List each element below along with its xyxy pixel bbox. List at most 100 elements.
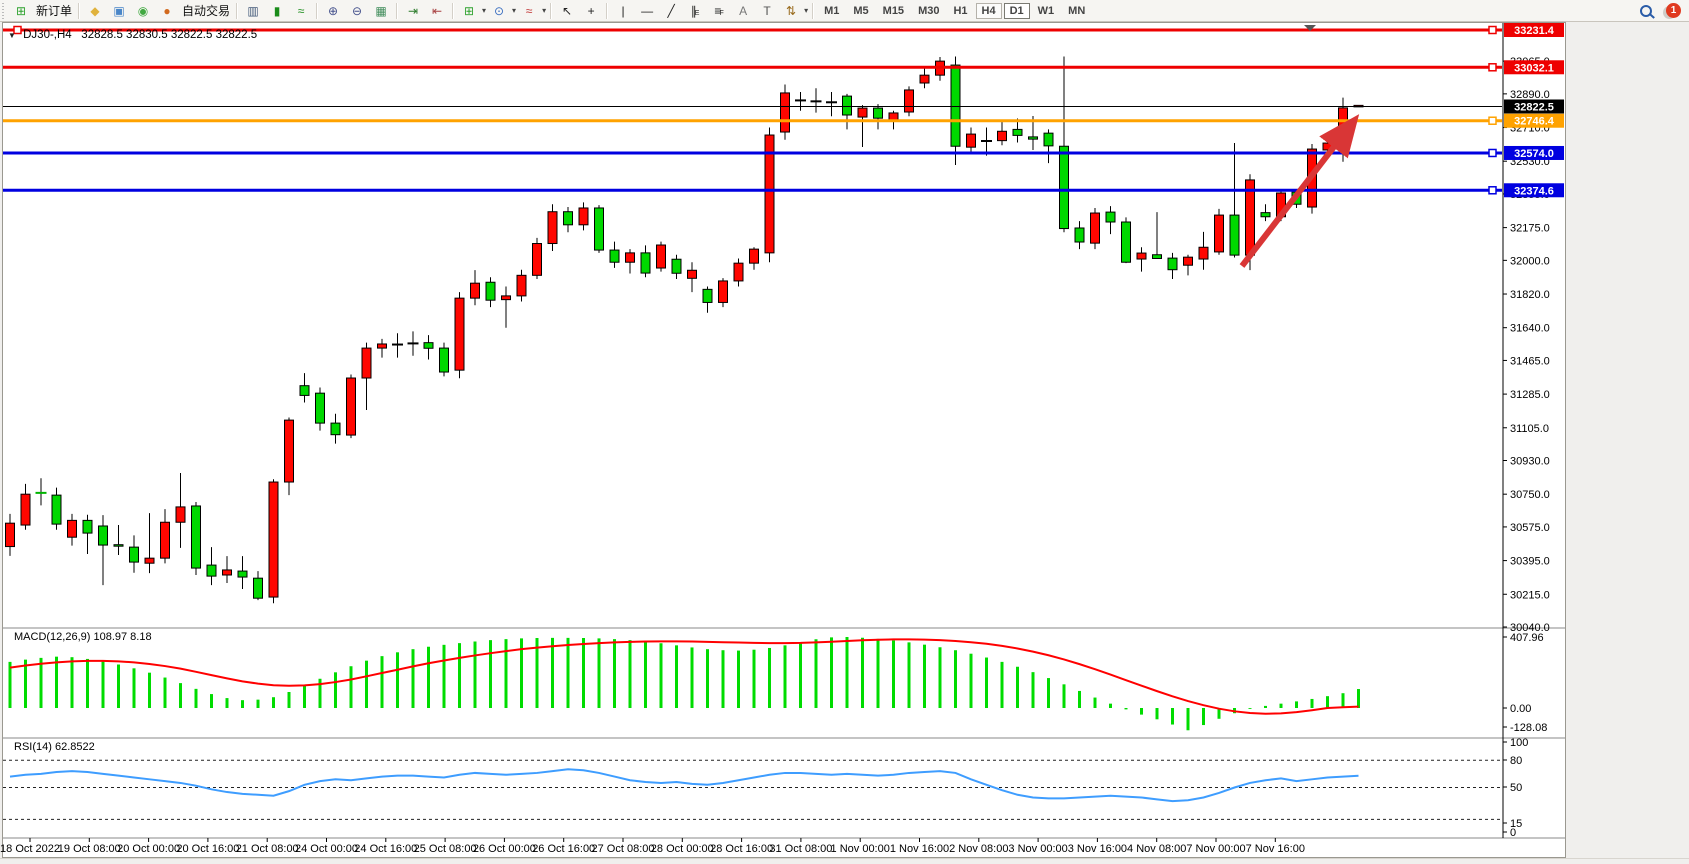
timeframe-w1-button[interactable]: W1 xyxy=(1037,4,1055,17)
price-tick-label: 31105.0 xyxy=(1510,423,1549,435)
arrows-caret[interactable]: ▾ xyxy=(804,6,809,15)
price-tick-label: 32000.0 xyxy=(1510,255,1550,267)
arrows-icon[interactable]: ⇅ xyxy=(786,3,797,18)
time-tick-label: 20 Oct 16:00 xyxy=(176,843,239,855)
tile-windows-icon[interactable]: ▦ xyxy=(375,3,387,18)
macd-indicator-label: MACD(12,26,9) 108.97 8.18 xyxy=(14,631,152,643)
candles-layer xyxy=(5,56,1364,604)
line-chart-icon[interactable]: ≈ xyxy=(297,3,305,18)
line-handle[interactable] xyxy=(1488,116,1497,125)
trendline-icon[interactable]: ╱ xyxy=(667,3,675,18)
autotrading-icon[interactable]: ● xyxy=(163,3,171,18)
candlestick-chart-icon[interactable]: ▮ xyxy=(273,3,281,18)
rsi-indicator-label: RSI(14) 62.8522 xyxy=(14,741,95,753)
chart-title-collapse-icon[interactable]: ▼ xyxy=(8,31,16,40)
toolbar: ⊞ 新订单 ◆ ▣ ◉ ● 自动交易 ▥ ▮ ≈ ⊕ ⊖ ▦ ⇥ ⇤ ⊞ ▾ ⊙ ▾ ≈ ▾ ↖ + | — ╱ ∥ E ≡ F A T ⇅ ▾ M… xyxy=(0,0,1689,22)
price-badge xyxy=(1504,145,1564,160)
timeframe-h1-button[interactable]: H1 xyxy=(953,4,968,17)
chart-shift-icon[interactable]: ⇤ xyxy=(432,3,443,18)
rsi-panel: 100 80 50 150 xyxy=(3,737,1528,839)
rsi-axis-label: 100 xyxy=(1510,737,1528,749)
line-handle[interactable] xyxy=(1488,63,1497,72)
line-handle[interactable] xyxy=(1488,186,1497,195)
price-badge xyxy=(1504,99,1564,114)
terminal-icon[interactable]: ▣ xyxy=(113,3,125,18)
autoscroll-icon[interactable]: ⇥ xyxy=(408,3,419,18)
trend-arrow-object[interactable] xyxy=(1239,114,1360,268)
periods-caret[interactable]: ▾ xyxy=(512,6,517,15)
new-order-label[interactable]: 新订单 xyxy=(36,4,73,18)
rsi-axis-label: 80 xyxy=(1510,755,1522,767)
chart-window[interactable] xyxy=(2,22,1566,858)
chart-title[interactable]: ▼ DJ30-,H4 32828.5 32830.5 32822.5 32822… xyxy=(8,29,257,41)
chart-symbol-timeframe: DJ30-,H4 xyxy=(23,29,72,41)
rsi-axis-label: 50 xyxy=(1510,782,1522,794)
line-handle[interactable] xyxy=(13,25,22,35)
timeframe-m30-button[interactable]: M30 xyxy=(918,4,940,17)
new-order-icon[interactable]: ⊞ xyxy=(15,3,27,18)
signals-icon[interactable]: ◉ xyxy=(137,3,149,18)
line-handle[interactable] xyxy=(1488,148,1497,158)
new-chart-caret[interactable]: ▾ xyxy=(482,6,487,15)
chart-shift-marker[interactable] xyxy=(1304,25,1316,31)
timeframe-d1-button[interactable]: D1 xyxy=(1003,2,1030,19)
timeframe-m15-button[interactable]: M15 xyxy=(882,4,905,17)
price-badge xyxy=(1504,60,1564,75)
history-center-icon[interactable]: ◆ xyxy=(90,3,100,18)
time-tick-label: 28 Oct 00:00 xyxy=(651,843,714,855)
time-tick-label: 31 Oct 08:00 xyxy=(769,843,832,855)
time-tick-label: 25 Oct 08:00 xyxy=(414,843,477,855)
zoom-out-icon[interactable]: ⊖ xyxy=(352,3,363,18)
time-tick-label: 7 Nov 00:00 xyxy=(1186,843,1245,855)
price-badge xyxy=(1504,113,1564,128)
time-tick-label: 1 Nov 16:00 xyxy=(890,843,949,855)
vertical-line-icon[interactable]: | xyxy=(621,3,625,18)
timeframe-m5-button[interactable]: M5 xyxy=(853,4,869,17)
templates-icon[interactable]: ≈ xyxy=(525,3,533,18)
templates-caret[interactable]: ▾ xyxy=(542,6,547,15)
bar-chart-icon[interactable]: ▥ xyxy=(247,3,259,18)
text-label-icon[interactable]: T xyxy=(763,3,771,18)
periods-icon[interactable]: ⊙ xyxy=(494,3,505,18)
toolbar-separator xyxy=(812,2,815,19)
new-chart-icon[interactable]: ⊞ xyxy=(464,3,475,18)
time-tick-label: 4 Nov 08:00 xyxy=(1127,843,1186,855)
cursor-icon[interactable]: ↖ xyxy=(562,3,573,18)
price-badge-label: 32374.6 xyxy=(1514,185,1554,197)
price-tick-label: 31465.0 xyxy=(1510,355,1550,367)
time-tick-label: 3 Nov 00:00 xyxy=(1008,843,1067,855)
macd-axis-label: 0.00 xyxy=(1510,703,1531,715)
price-tick-label: 30215.0 xyxy=(1510,589,1550,601)
price-badge-label: 32746.4 xyxy=(1514,116,1555,128)
rsi-line xyxy=(9,768,1359,803)
time-tick-label: 1 Nov 00:00 xyxy=(831,843,890,855)
time-tick-label: 26 Oct 00:00 xyxy=(473,843,536,855)
toolbar-separator xyxy=(236,2,239,19)
search-icon[interactable] xyxy=(1640,4,1652,17)
macd-signal-line xyxy=(9,638,1359,715)
channel-icon[interactable]: ∥ E xyxy=(690,3,700,18)
timeframe-m1-button[interactable]: M1 xyxy=(824,4,840,17)
price-tick-label: 30040.0 xyxy=(1510,622,1550,634)
macd-axis-label: -128.08 xyxy=(1510,722,1547,734)
line-handle[interactable] xyxy=(1488,25,1497,35)
rsi-axis-label: 0 xyxy=(1510,827,1516,839)
timeframe-mn-button[interactable]: MN xyxy=(1068,4,1086,17)
autotrading-label[interactable]: 自动交易 xyxy=(182,4,231,18)
toolbar-grip[interactable] xyxy=(2,2,7,19)
zoom-in-icon[interactable]: ⊕ xyxy=(328,3,339,18)
price-tick-label: 31820.0 xyxy=(1510,289,1550,301)
text-icon[interactable]: A xyxy=(739,3,748,18)
time-tick-label: 27 Oct 08:00 xyxy=(592,843,655,855)
time-tick-label: 19 Oct 08:00 xyxy=(58,843,121,855)
time-tick-label: 2 Nov 08:00 xyxy=(949,843,1008,855)
toolbar-separator xyxy=(78,2,81,19)
price-tick-label: 31285.0 xyxy=(1510,389,1550,401)
horizontal-line-icon[interactable]: — xyxy=(641,3,654,18)
notification-badge[interactable]: 1 xyxy=(1666,3,1681,18)
fibonacci-icon[interactable]: ≡ F xyxy=(714,3,724,18)
crosshair-icon[interactable]: + xyxy=(587,3,595,18)
timeframe-h4-button[interactable]: H4 xyxy=(975,2,1002,19)
